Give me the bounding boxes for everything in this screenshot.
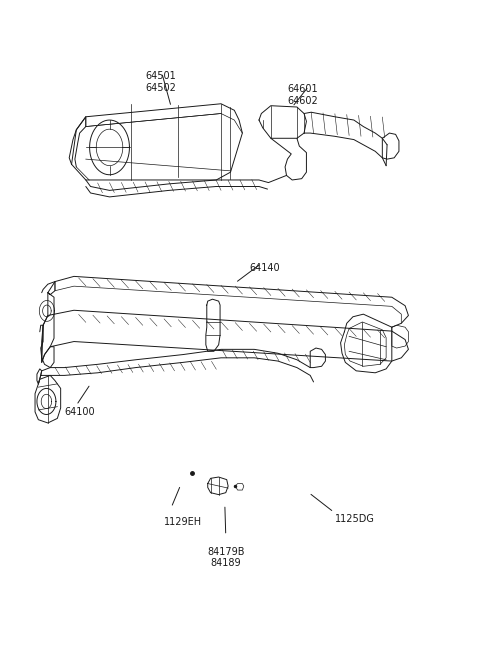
Text: 64100: 64100: [64, 407, 95, 417]
Text: 64140: 64140: [250, 263, 280, 273]
Text: 84179B
84189: 84179B 84189: [207, 547, 244, 568]
Text: 1125DG: 1125DG: [335, 514, 375, 524]
Text: 64601
64602: 64601 64602: [288, 84, 318, 106]
Text: 1129EH: 1129EH: [164, 518, 202, 528]
Text: 64501
64502: 64501 64502: [145, 71, 176, 93]
